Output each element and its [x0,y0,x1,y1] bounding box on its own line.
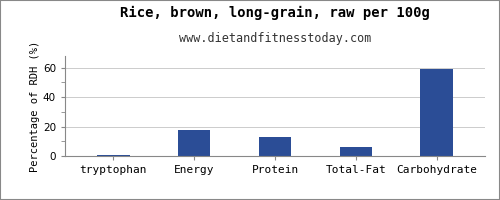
Text: www.dietandfitnesstoday.com: www.dietandfitnesstoday.com [179,32,371,45]
Bar [98,155,130,156]
Bar [259,137,291,156]
Y-axis label: Percentage of RDH (%): Percentage of RDH (%) [30,40,40,172]
Bar [178,130,210,156]
Bar [340,147,372,156]
Bar [420,69,452,156]
Text: Rice, brown, long-grain, raw per 100g: Rice, brown, long-grain, raw per 100g [120,6,430,20]
